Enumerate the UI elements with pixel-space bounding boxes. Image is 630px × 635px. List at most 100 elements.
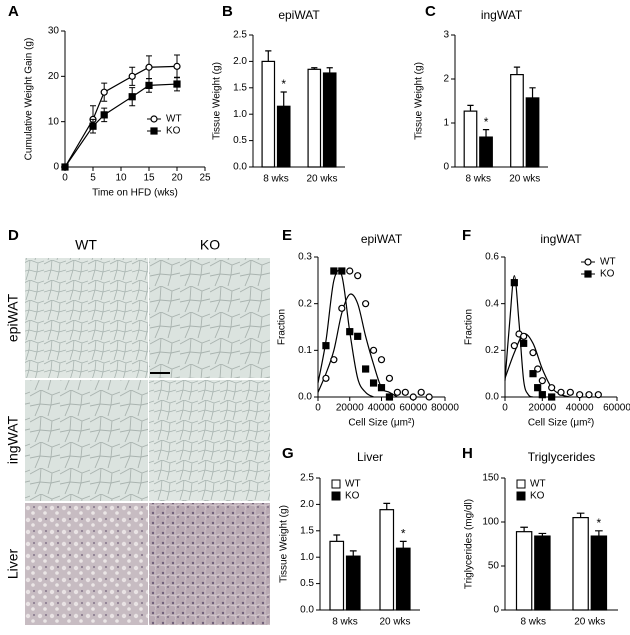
fit-curve xyxy=(504,275,534,398)
data-point xyxy=(100,88,108,96)
legend-marker xyxy=(584,258,592,266)
data-point xyxy=(346,267,354,275)
error-bar xyxy=(529,87,536,98)
y-axis-label: Tissue Weight (g) xyxy=(414,62,425,140)
x-tick-label: 20 wks xyxy=(306,174,337,185)
data-point xyxy=(393,388,401,396)
y-tick-label: 0 xyxy=(443,162,449,173)
x-tick-label: 25 xyxy=(199,173,211,184)
chart-title: ingWAT xyxy=(481,8,523,22)
y-tick-label: 2.0 xyxy=(300,499,314,510)
legend-swatch xyxy=(516,491,526,501)
y-tick-label: 1.0 xyxy=(233,109,247,120)
data-point xyxy=(338,267,346,275)
image-ingwat-ko xyxy=(149,380,270,501)
bar xyxy=(307,68,322,168)
data-point xyxy=(576,391,584,399)
chart-title: Triglycerides xyxy=(528,450,596,464)
x-tick-label: 0 xyxy=(62,173,68,184)
legend-label: KO xyxy=(166,126,181,137)
error-bar xyxy=(399,540,407,549)
legend-swatch xyxy=(331,479,341,489)
chart-title: epiWAT xyxy=(278,8,320,22)
panel-label: F xyxy=(462,227,471,244)
data-point xyxy=(538,391,546,399)
x-tick-label: 10 xyxy=(115,173,127,184)
x-tick-label: 15 xyxy=(143,173,155,184)
x-tick-label: 5 xyxy=(90,173,96,184)
x-tick-label: 60000 xyxy=(603,403,630,414)
row-label: epiWAT xyxy=(5,293,21,342)
x-tick-label: 40000 xyxy=(566,403,594,414)
y-tick-label: 0.0 xyxy=(298,392,312,403)
panel-label: B xyxy=(222,3,233,20)
row-label: Liver xyxy=(5,548,21,579)
data-point xyxy=(566,388,574,396)
data-point xyxy=(529,349,537,357)
x-tick-label: 80000 xyxy=(431,403,459,414)
bar xyxy=(525,97,540,168)
y-tick-label: 1 xyxy=(443,118,449,129)
error-bar xyxy=(520,526,528,532)
image-liver-wt xyxy=(25,503,148,625)
data-point xyxy=(61,163,69,171)
bar xyxy=(395,547,411,611)
y-tick-label: 0.3 xyxy=(298,252,312,263)
error-bar xyxy=(467,104,474,112)
data-point xyxy=(548,384,556,392)
data-point xyxy=(322,374,330,382)
bar xyxy=(322,72,337,168)
panel-label: C xyxy=(425,3,436,20)
legend-label: WT xyxy=(166,114,182,125)
data-point xyxy=(330,267,338,275)
legend-label: KO xyxy=(530,491,545,502)
error-bar xyxy=(333,534,341,542)
x-tick-label: 60000 xyxy=(399,403,427,414)
data-point xyxy=(362,365,370,373)
image-ingwat-wt xyxy=(25,380,148,501)
y-tick-label: 0.1 xyxy=(298,345,312,356)
data-point xyxy=(354,272,362,280)
data-point xyxy=(100,111,108,119)
chart-title: epiWAT xyxy=(361,232,403,246)
legend-label: WT xyxy=(345,479,361,490)
legend-swatch xyxy=(516,479,526,489)
series-line xyxy=(64,65,178,168)
y-tick-label: 0.5 xyxy=(233,135,247,146)
bar xyxy=(463,110,478,168)
x-tick-label: 20 xyxy=(171,173,183,184)
y-tick-label: 0.0 xyxy=(485,392,499,403)
y-axis-label: Tissue Weight (g) xyxy=(212,62,223,140)
bar xyxy=(345,555,361,611)
data-point xyxy=(534,384,542,392)
legend-label: KO xyxy=(345,491,360,502)
y-tick-label: 100 xyxy=(482,517,499,528)
data-point xyxy=(145,81,153,90)
data-point xyxy=(594,391,602,399)
y-tick-label: 0.2 xyxy=(485,345,499,356)
data-point xyxy=(128,72,136,80)
bar xyxy=(276,105,291,168)
y-tick-label: 3 xyxy=(443,30,449,41)
image-epiwat-wt xyxy=(25,258,148,378)
data-point xyxy=(417,388,425,396)
x-tick-label: 8 wks xyxy=(263,174,289,185)
error-bar xyxy=(576,512,585,518)
data-point xyxy=(362,300,370,308)
data-point xyxy=(557,388,565,396)
panel-label: E xyxy=(282,227,292,244)
data-point xyxy=(369,346,378,354)
data-point xyxy=(425,393,433,401)
data-point xyxy=(585,391,593,399)
legend-marker xyxy=(150,115,158,123)
y-tick-label: 2.5 xyxy=(233,30,247,41)
x-tick-label: 8 wks xyxy=(332,617,358,628)
data-point xyxy=(548,393,556,401)
error-bar xyxy=(265,50,272,62)
data-point xyxy=(510,279,518,287)
data-point xyxy=(520,339,528,347)
y-tick-label: 1.0 xyxy=(300,552,314,563)
data-point xyxy=(377,356,386,364)
bar xyxy=(572,516,589,611)
y-axis-label: Cumulative Weight Gain (g) xyxy=(24,38,35,161)
